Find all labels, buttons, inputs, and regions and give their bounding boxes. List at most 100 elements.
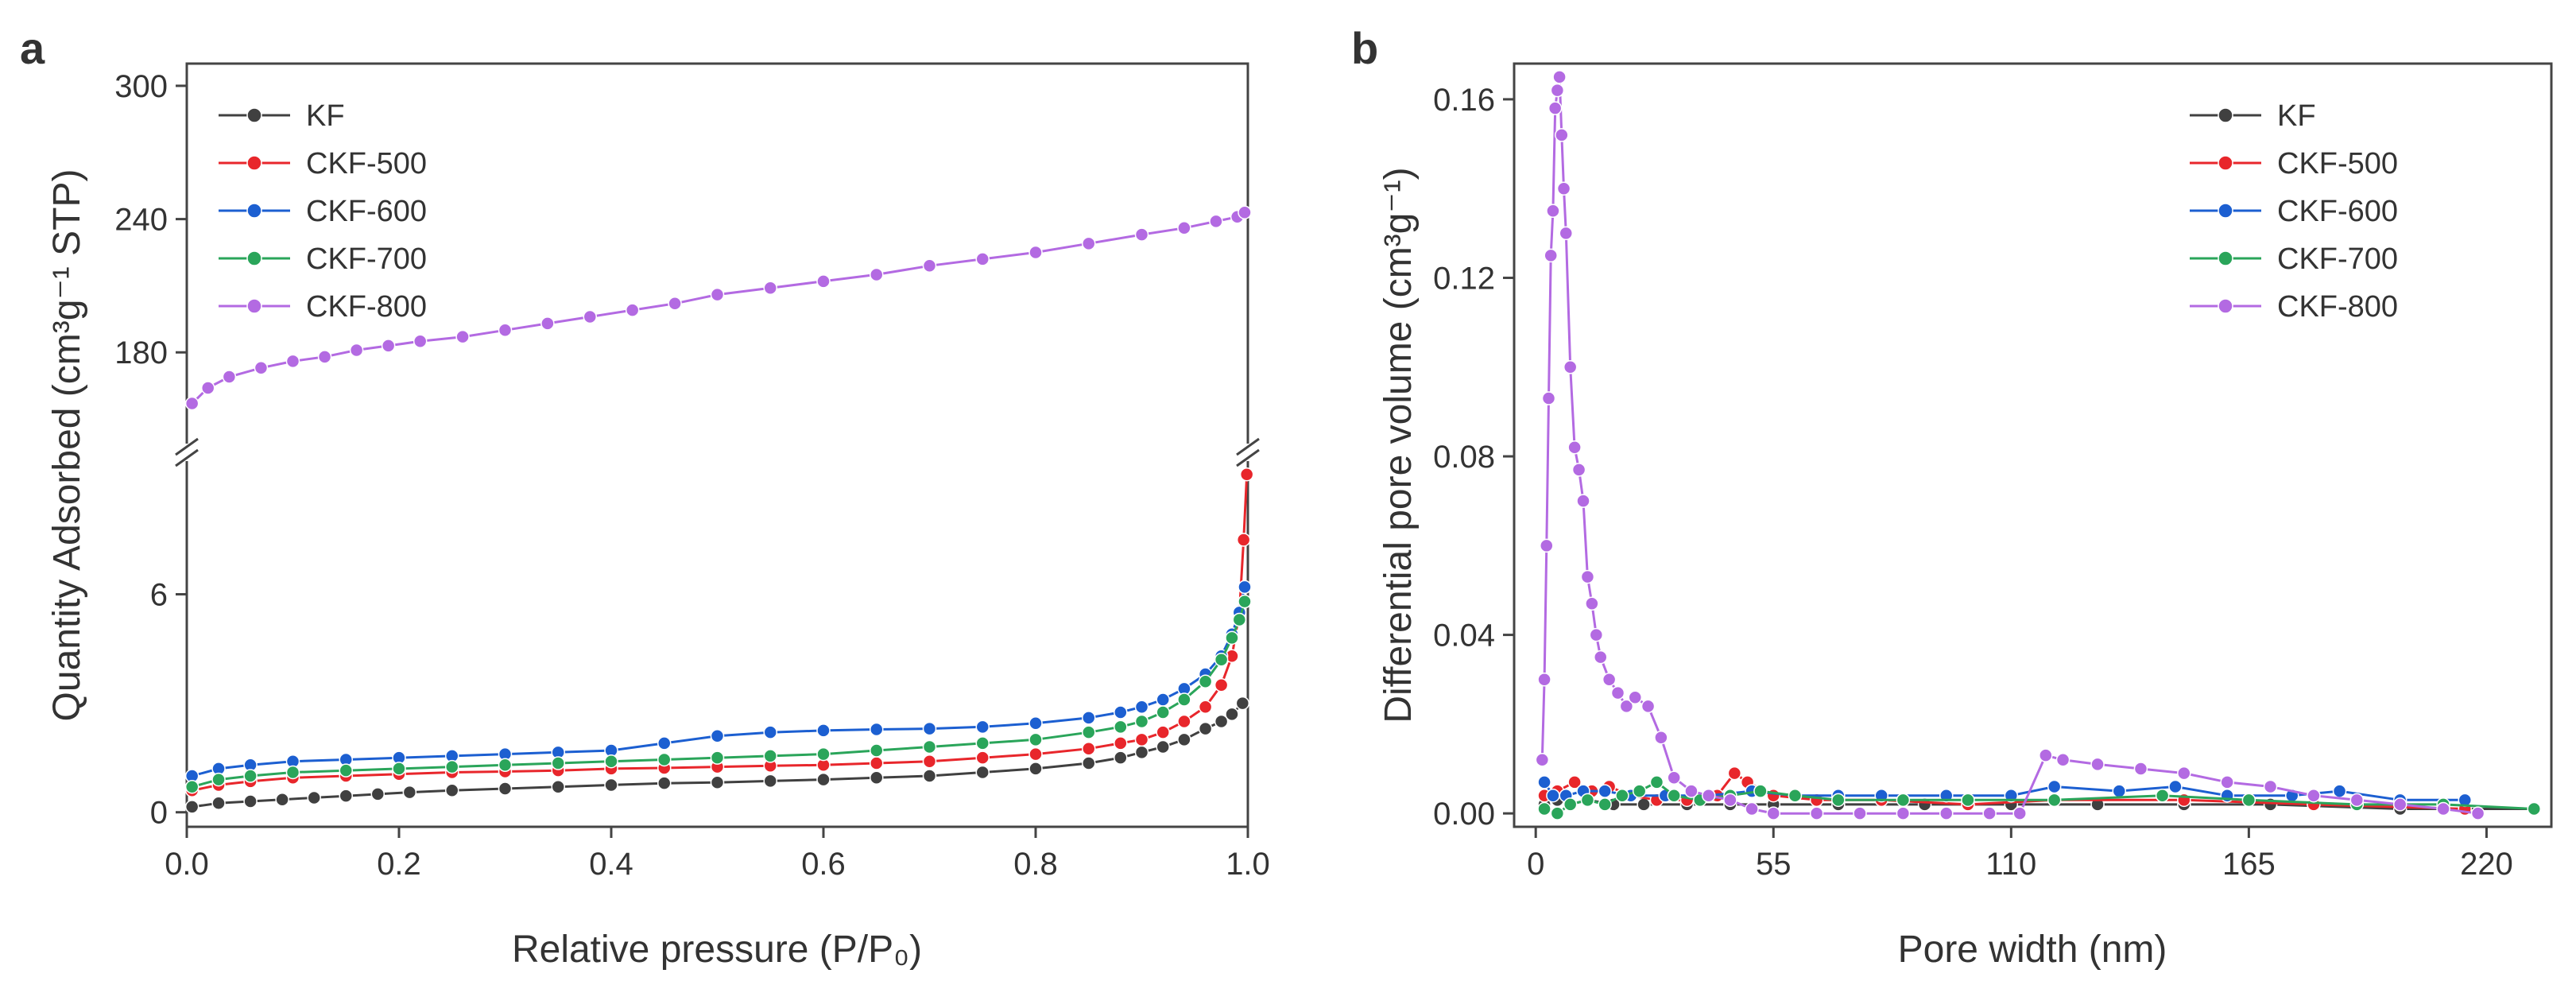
y-tick-label: 0.08 bbox=[1433, 440, 1495, 475]
x-tick-label: 110 bbox=[1985, 847, 2036, 882]
data-point bbox=[604, 754, 618, 769]
data-point bbox=[370, 787, 385, 801]
data-point bbox=[551, 779, 565, 794]
data-point bbox=[1667, 770, 1681, 785]
y-tick-label: 6 bbox=[150, 578, 168, 613]
data-point bbox=[1238, 205, 1252, 219]
panel-b-label: b bbox=[1351, 23, 1378, 73]
data-point bbox=[1537, 672, 1551, 687]
data-point bbox=[1134, 745, 1149, 760]
data-point bbox=[763, 749, 777, 763]
data-point bbox=[1546, 788, 1560, 803]
legend-swatch-marker bbox=[2218, 155, 2233, 171]
data-point bbox=[763, 774, 777, 789]
axis-break-mark bbox=[175, 448, 199, 467]
data-point bbox=[1982, 806, 1997, 820]
data-point bbox=[1214, 678, 1229, 692]
data-point bbox=[1939, 806, 1954, 820]
data-point bbox=[1619, 699, 1634, 714]
data-point bbox=[1874, 788, 1888, 803]
panel-a-ticks: 0.0 0.2 0.4 0.6 0.8 1.0 0 6 180 240 300 bbox=[114, 69, 1270, 882]
axis-break-gap bbox=[1238, 444, 1257, 461]
data-point bbox=[2039, 748, 2053, 762]
y-tick-label: 180 bbox=[114, 335, 168, 370]
legend-swatch-marker bbox=[2218, 298, 2233, 314]
data-point bbox=[1667, 788, 1681, 803]
data-point bbox=[2436, 801, 2450, 816]
data-point bbox=[763, 281, 777, 295]
data-point bbox=[710, 729, 725, 743]
data-point bbox=[1156, 739, 1170, 754]
data-point bbox=[243, 769, 258, 783]
x-tick-label: 0.2 bbox=[377, 847, 421, 882]
x-tick-label: 0 bbox=[1527, 847, 1544, 882]
data-point bbox=[710, 775, 725, 789]
data-point bbox=[2168, 779, 2183, 794]
panel-b-series bbox=[1535, 70, 2541, 820]
data-point bbox=[975, 765, 990, 780]
data-point bbox=[625, 303, 640, 317]
data-point bbox=[1745, 801, 1759, 816]
data-point bbox=[1082, 756, 1096, 770]
axis-break-mark bbox=[1236, 437, 1260, 456]
legend-swatch-marker bbox=[246, 250, 262, 266]
data-point bbox=[2470, 806, 2485, 820]
data-point bbox=[2392, 797, 2407, 812]
data-point bbox=[870, 770, 884, 785]
data-point bbox=[1082, 236, 1096, 251]
legend-swatch-marker bbox=[2218, 107, 2233, 123]
data-point bbox=[1550, 806, 1565, 820]
data-point bbox=[1114, 736, 1128, 750]
data-point bbox=[657, 776, 672, 790]
data-point bbox=[1576, 494, 1590, 508]
data-point bbox=[922, 721, 937, 736]
panel-b-frame bbox=[1513, 62, 2553, 828]
data-point bbox=[1896, 793, 1911, 808]
x-tick-label: 220 bbox=[2460, 847, 2513, 882]
data-point bbox=[922, 769, 937, 783]
data-point bbox=[243, 794, 258, 809]
data-point bbox=[1541, 391, 1556, 405]
data-point bbox=[1598, 784, 1612, 798]
data-point bbox=[1615, 788, 1629, 803]
data-point bbox=[604, 778, 618, 793]
data-point bbox=[2047, 793, 2062, 808]
data-point bbox=[392, 762, 406, 776]
data-point bbox=[349, 343, 364, 358]
data-point bbox=[200, 381, 215, 395]
data-point bbox=[2133, 762, 2148, 776]
series-line-ckf-700 bbox=[1544, 781, 2535, 815]
data-point bbox=[1649, 775, 1664, 789]
data-point bbox=[1556, 181, 1571, 196]
data-point bbox=[1961, 793, 1975, 808]
legend-swatch-marker bbox=[2218, 203, 2233, 219]
data-point bbox=[307, 790, 321, 805]
data-point bbox=[184, 800, 199, 814]
series-line-ckf-700 bbox=[192, 601, 1246, 789]
data-point bbox=[2241, 793, 2256, 808]
x-tick-label: 55 bbox=[1756, 847, 1792, 882]
data-point bbox=[1552, 70, 1567, 84]
data-point bbox=[816, 723, 831, 738]
data-point bbox=[1559, 226, 1573, 241]
data-point bbox=[1537, 775, 1551, 789]
legend-swatch-marker bbox=[246, 107, 262, 123]
data-point bbox=[2263, 779, 2278, 794]
series-line-ckf-800 bbox=[191, 211, 1245, 405]
data-point bbox=[975, 750, 990, 765]
data-point bbox=[211, 772, 226, 787]
data-point bbox=[1939, 788, 1954, 803]
y-tick-label: 240 bbox=[114, 203, 168, 238]
data-point bbox=[1235, 696, 1250, 711]
data-point bbox=[816, 747, 831, 762]
legend-label: CKF-600 bbox=[2277, 195, 2398, 228]
data-point bbox=[1896, 806, 1911, 820]
data-point bbox=[2220, 775, 2234, 789]
data-point bbox=[1766, 806, 1780, 820]
data-point bbox=[1082, 711, 1096, 725]
data-point bbox=[1225, 707, 1239, 722]
panel-a-x-axis-title: Relative pressure (P/P₀) bbox=[512, 929, 922, 971]
legend-label: KF bbox=[306, 99, 345, 133]
data-point bbox=[1585, 596, 1599, 611]
data-point bbox=[1563, 797, 1578, 812]
